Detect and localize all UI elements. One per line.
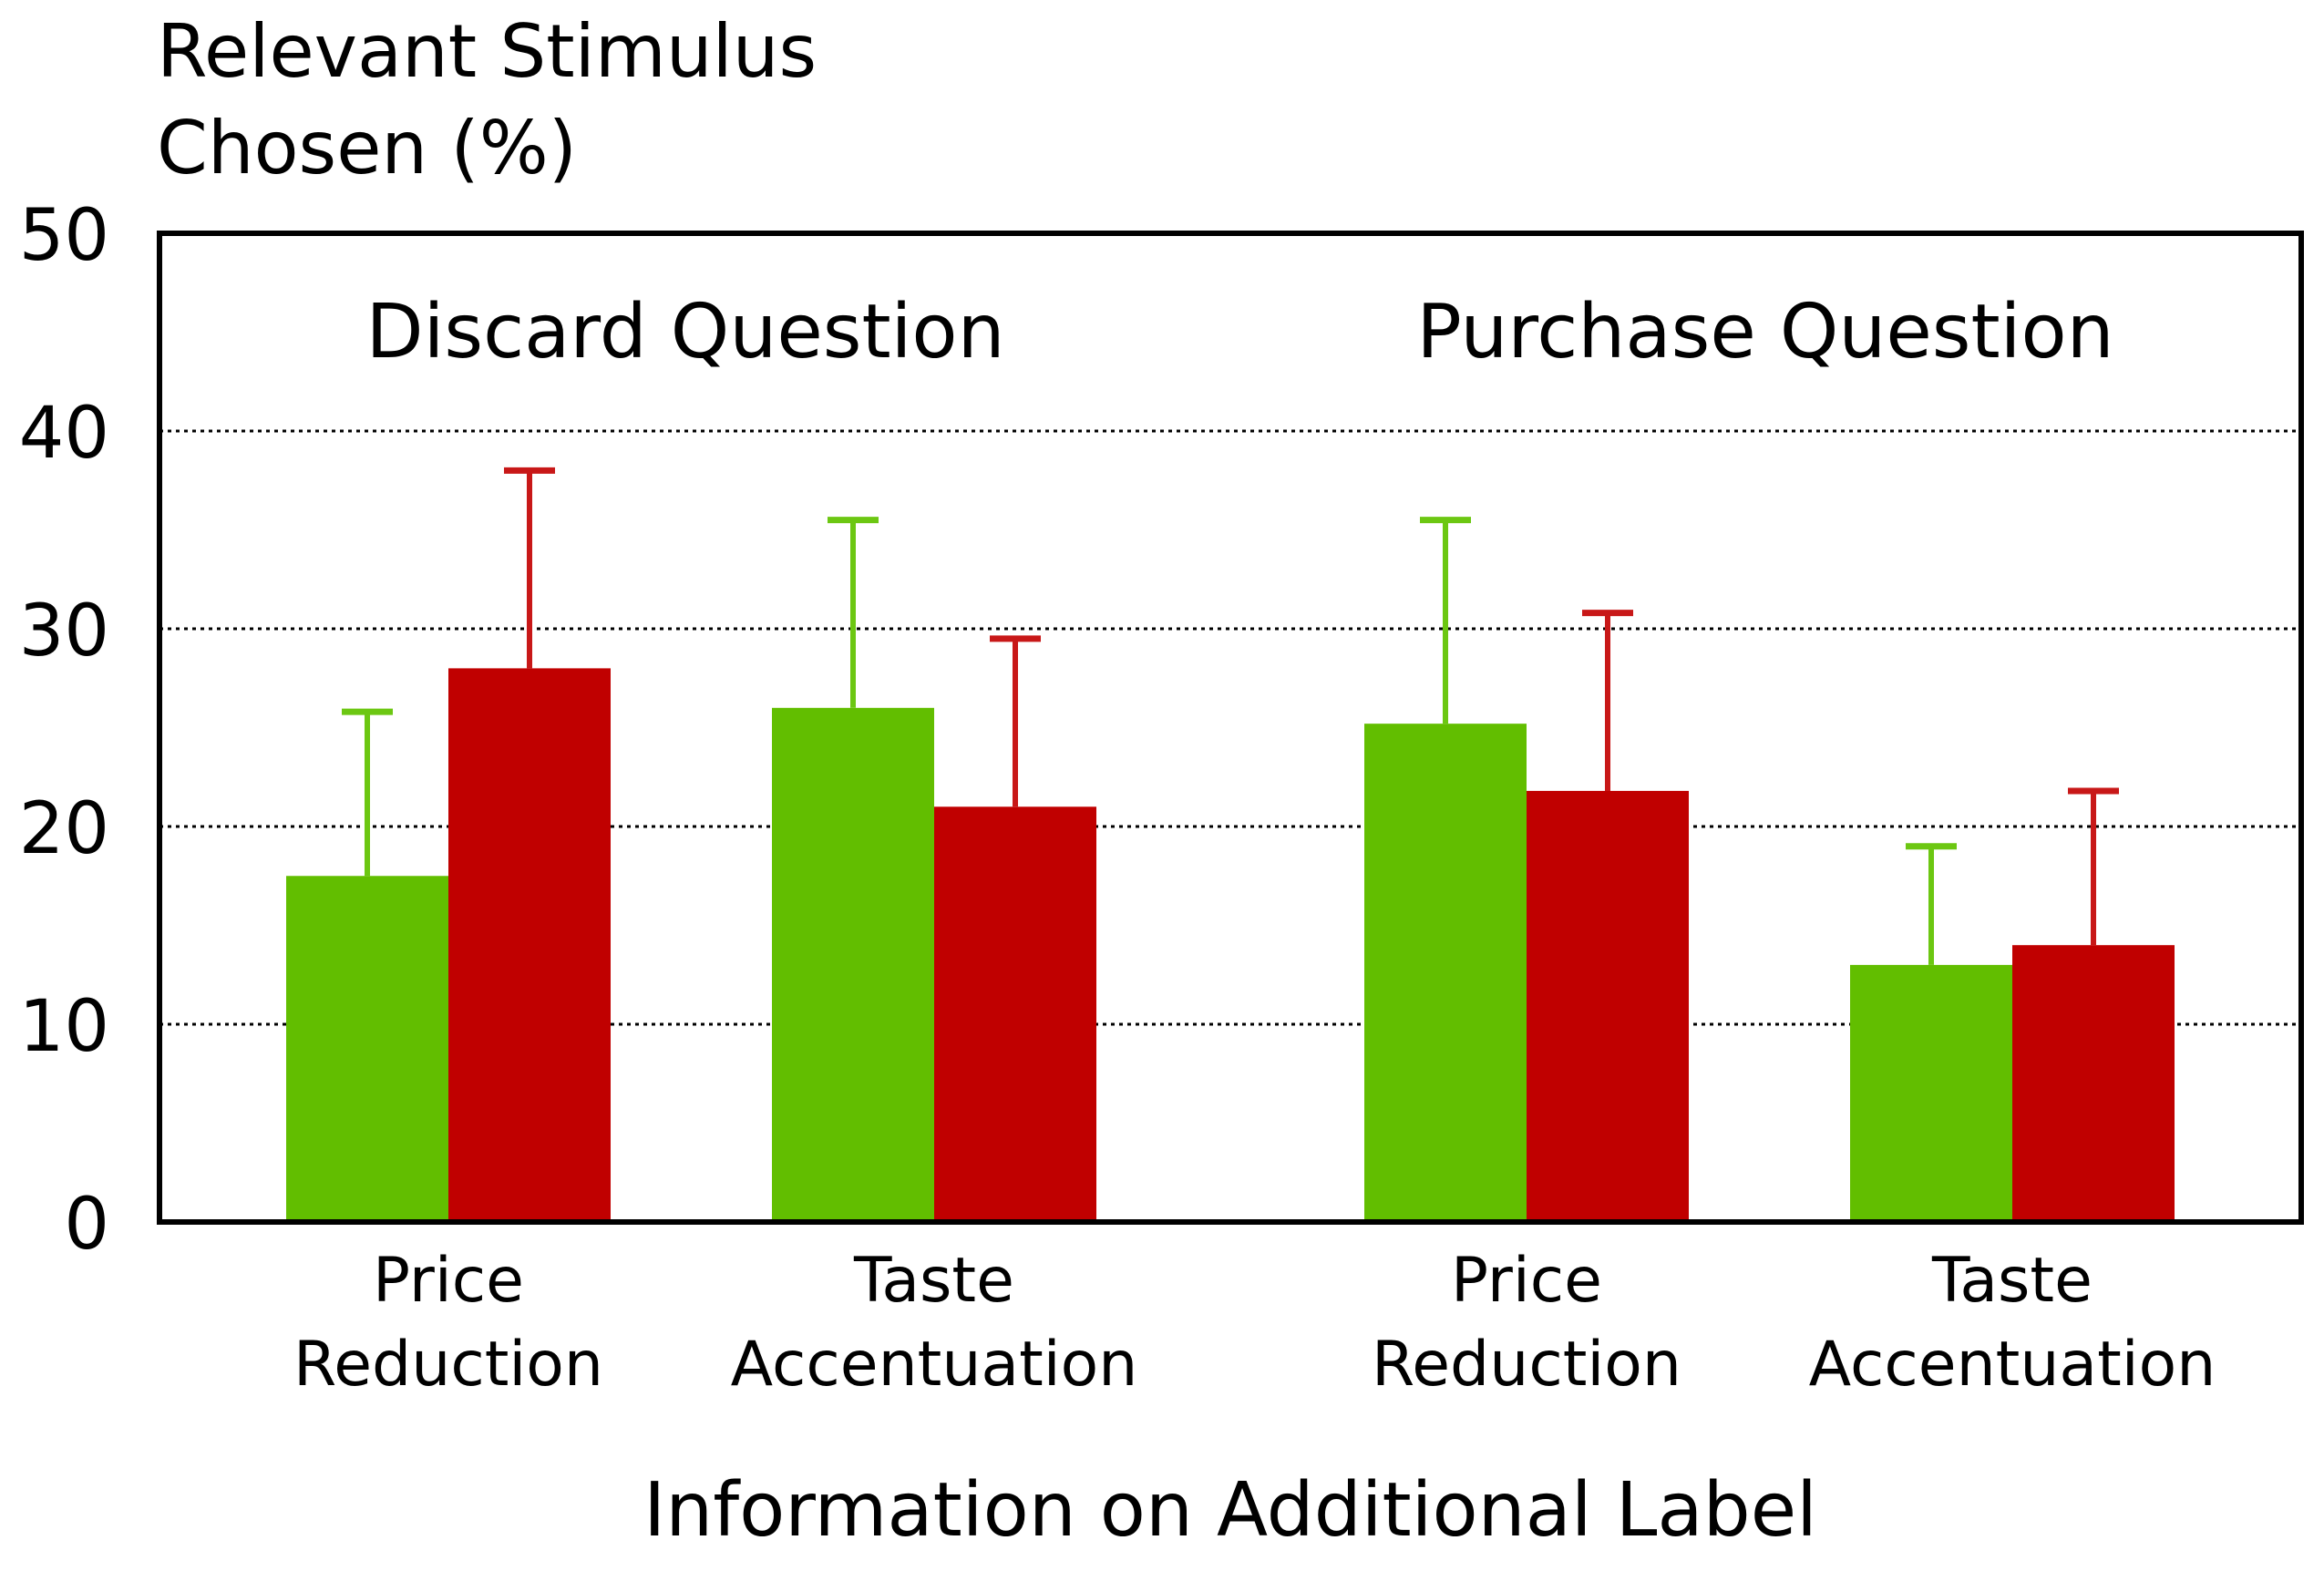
- plot-frame: [157, 231, 2304, 1225]
- y-tick-label-10: 10: [19, 986, 109, 1068]
- category-label-3-line-2: Reduction: [1372, 1329, 1681, 1401]
- bar-g2-c1-s1: [1364, 724, 1527, 1222]
- group-title-discard: Discard Question: [365, 289, 1004, 375]
- bar-g1-c2-s2: [934, 806, 1096, 1222]
- category-label-1-line-1: Price: [373, 1245, 524, 1317]
- bar-g1-c1-s2: [448, 668, 611, 1222]
- y-tick-label-0: 0: [64, 1184, 109, 1266]
- category-label-4-line-2: Accentuation: [1809, 1329, 2216, 1401]
- x-axis-label: Information on Additional Label: [643, 1467, 1817, 1554]
- y-axis-label-line-2: Chosen (%): [157, 106, 577, 190]
- bar-g2-c1-s2: [1527, 790, 1689, 1222]
- group-title-purchase: Purchase Question: [1416, 289, 2113, 375]
- category-label-2-line-1: Taste: [853, 1245, 1014, 1317]
- category-label-4-line-1: Taste: [1931, 1245, 2093, 1317]
- x-category-labels: Price Reduction Taste Accentuation Price…: [293, 1245, 2216, 1401]
- bars: [286, 668, 2175, 1222]
- bar-g1-c2-s1: [772, 707, 934, 1222]
- error-bars: [342, 467, 2119, 965]
- y-tick-labels: 0 10 20 30 40 50: [19, 195, 109, 1266]
- category-label-2-line-2: Accentuation: [731, 1329, 1138, 1401]
- y-tick-label-30: 30: [19, 590, 109, 673]
- y-tick-label-50: 50: [19, 195, 109, 277]
- y-tick-label-20: 20: [19, 788, 109, 870]
- category-label-1-line-2: Reduction: [293, 1329, 603, 1401]
- category-label-3-line-1: Price: [1451, 1245, 1602, 1317]
- y-axis-label-line-1: Relevant Stimulus: [157, 9, 817, 94]
- bar-g2-c2-s2: [2012, 945, 2175, 1222]
- bar-g1-c1-s1: [286, 876, 448, 1222]
- y-tick-label-40: 40: [19, 393, 109, 475]
- bar-g2-c2-s1: [1850, 964, 2012, 1222]
